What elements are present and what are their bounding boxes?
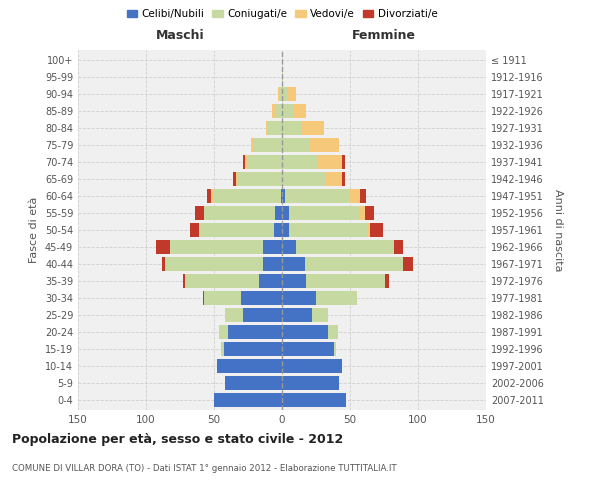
- Bar: [282, 70, 283, 84]
- Bar: [282, 104, 293, 118]
- Bar: [278, 87, 279, 101]
- Bar: [334, 342, 337, 356]
- Bar: [316, 291, 357, 305]
- Bar: [275, 104, 282, 118]
- Bar: [203, 291, 205, 305]
- Text: Maschi: Maschi: [155, 28, 205, 42]
- Bar: [185, 274, 259, 288]
- Bar: [317, 155, 342, 169]
- Bar: [241, 291, 282, 305]
- Bar: [282, 138, 309, 152]
- Bar: [263, 257, 282, 271]
- Bar: [266, 121, 268, 135]
- Bar: [289, 223, 368, 237]
- Bar: [165, 257, 263, 271]
- Bar: [225, 376, 282, 390]
- Bar: [199, 223, 274, 237]
- Bar: [368, 223, 370, 237]
- Bar: [259, 274, 282, 288]
- Bar: [293, 104, 307, 118]
- Bar: [365, 206, 374, 220]
- Bar: [359, 189, 367, 203]
- Bar: [309, 138, 339, 152]
- Bar: [275, 206, 282, 220]
- Bar: [263, 240, 282, 254]
- Bar: [282, 223, 289, 237]
- Bar: [305, 257, 403, 271]
- Text: Popolazione per età, sesso e stato civile - 2012: Popolazione per età, sesso e stato civil…: [12, 432, 343, 446]
- Bar: [248, 155, 282, 169]
- Bar: [403, 257, 413, 271]
- Bar: [212, 189, 281, 203]
- Bar: [195, 206, 205, 220]
- Bar: [221, 342, 224, 356]
- Bar: [385, 274, 389, 288]
- Bar: [237, 172, 282, 186]
- Bar: [342, 172, 344, 186]
- Bar: [287, 87, 296, 101]
- Bar: [190, 223, 199, 237]
- Bar: [282, 121, 302, 135]
- Bar: [214, 393, 282, 407]
- Bar: [282, 172, 326, 186]
- Bar: [236, 172, 237, 186]
- Bar: [359, 206, 365, 220]
- Bar: [225, 308, 242, 322]
- Bar: [170, 240, 263, 254]
- Bar: [242, 155, 245, 169]
- Bar: [326, 172, 342, 186]
- Bar: [282, 325, 328, 339]
- Bar: [285, 189, 349, 203]
- Bar: [328, 325, 338, 339]
- Bar: [349, 189, 359, 203]
- Bar: [282, 359, 342, 373]
- Bar: [282, 257, 305, 271]
- Bar: [227, 325, 282, 339]
- Bar: [342, 155, 344, 169]
- Text: COMUNE DI VILLAR DORA (TO) - Dati ISTAT 1° gennaio 2012 - Elaborazione TUTTITALI: COMUNE DI VILLAR DORA (TO) - Dati ISTAT …: [12, 464, 397, 473]
- Bar: [233, 172, 236, 186]
- Bar: [282, 393, 346, 407]
- Bar: [282, 274, 307, 288]
- Bar: [268, 121, 282, 135]
- Bar: [282, 87, 287, 101]
- Bar: [242, 308, 282, 322]
- Bar: [296, 240, 394, 254]
- Bar: [224, 342, 282, 356]
- Bar: [312, 308, 328, 322]
- Bar: [183, 274, 185, 288]
- Bar: [279, 87, 282, 101]
- Bar: [220, 325, 227, 339]
- Bar: [394, 240, 403, 254]
- Bar: [163, 257, 165, 271]
- Y-axis label: Fasce di età: Fasce di età: [29, 197, 39, 263]
- Bar: [307, 274, 385, 288]
- Bar: [370, 223, 383, 237]
- Bar: [282, 240, 296, 254]
- Bar: [282, 155, 317, 169]
- Bar: [155, 240, 170, 254]
- Bar: [211, 189, 212, 203]
- Bar: [282, 342, 334, 356]
- Text: Femmine: Femmine: [352, 28, 416, 42]
- Bar: [207, 189, 211, 203]
- Bar: [282, 291, 316, 305]
- Bar: [282, 206, 289, 220]
- Y-axis label: Anni di nascita: Anni di nascita: [553, 188, 563, 271]
- Bar: [245, 155, 248, 169]
- Bar: [282, 376, 339, 390]
- Bar: [282, 308, 312, 322]
- Bar: [282, 189, 285, 203]
- Bar: [272, 104, 275, 118]
- Bar: [274, 223, 282, 237]
- Bar: [281, 189, 282, 203]
- Bar: [205, 206, 275, 220]
- Bar: [289, 206, 359, 220]
- Bar: [253, 138, 282, 152]
- Bar: [251, 138, 253, 152]
- Bar: [217, 359, 282, 373]
- Bar: [302, 121, 324, 135]
- Legend: Celibi/Nubili, Coniugati/e, Vedovi/e, Divorziati/e: Celibi/Nubili, Coniugati/e, Vedovi/e, Di…: [122, 5, 442, 24]
- Bar: [205, 291, 241, 305]
